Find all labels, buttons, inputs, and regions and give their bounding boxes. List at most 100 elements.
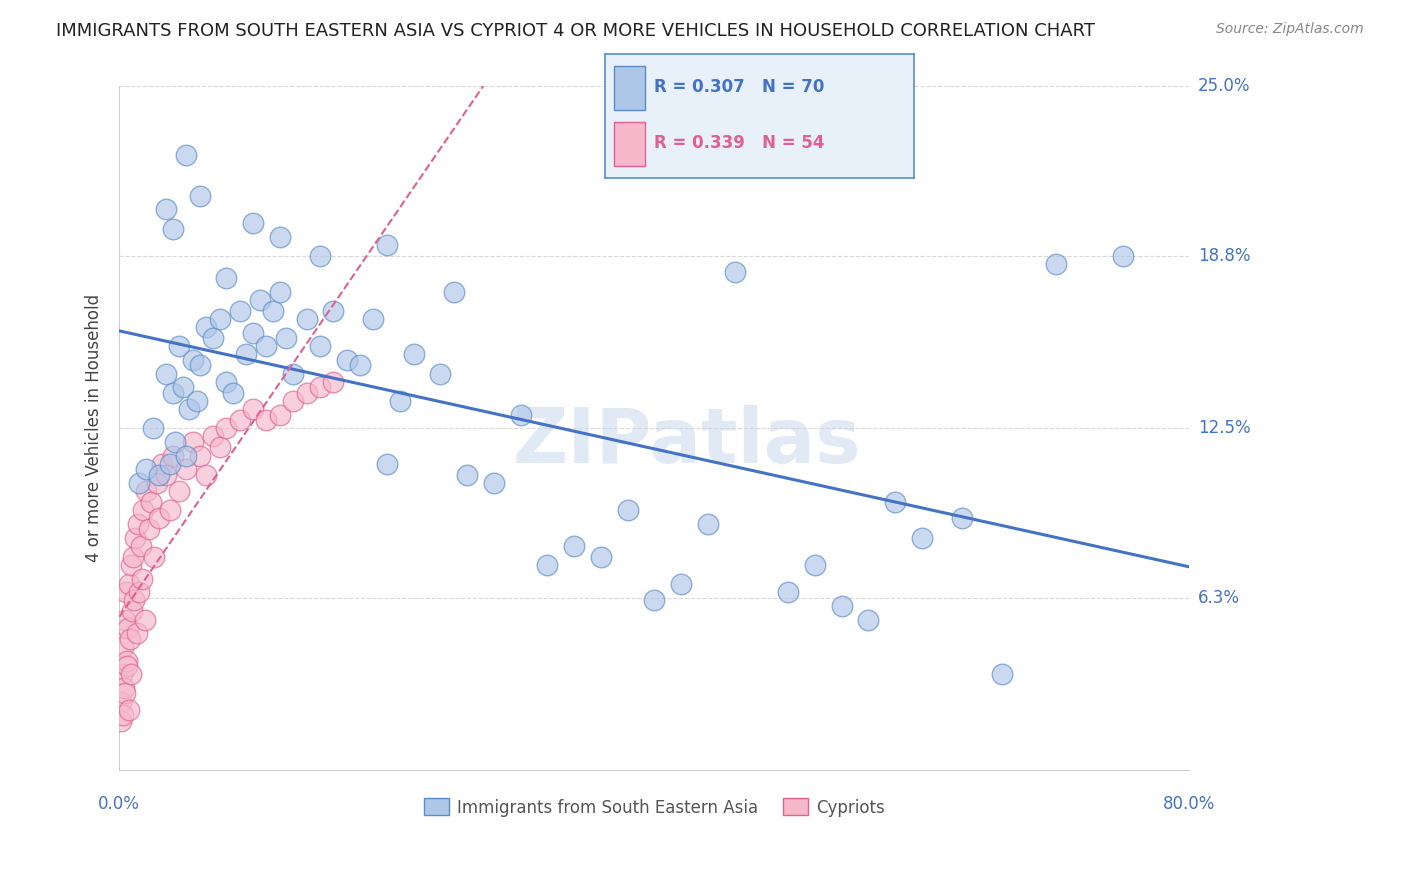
Point	[242, 216, 264, 230]
Point	[402, 347, 425, 361]
Point	[562, 539, 585, 553]
Point	[110, 695, 132, 709]
Point	[127, 516, 149, 531]
Point	[322, 303, 344, 318]
Point	[249, 293, 271, 307]
Point	[159, 457, 181, 471]
Point	[150, 457, 173, 471]
Point	[950, 511, 973, 525]
Point	[669, 577, 692, 591]
Point	[201, 429, 224, 443]
Point	[120, 667, 142, 681]
Point	[155, 467, 177, 482]
Point	[643, 593, 665, 607]
Point	[215, 421, 238, 435]
Point	[188, 359, 211, 373]
Point	[110, 714, 132, 728]
Point	[155, 367, 177, 381]
Point	[143, 549, 166, 564]
Point	[336, 352, 359, 367]
Point	[148, 467, 170, 482]
Point	[174, 462, 197, 476]
Point	[132, 503, 155, 517]
Point	[117, 621, 139, 635]
Point	[208, 441, 231, 455]
Text: Source: ZipAtlas.com: Source: ZipAtlas.com	[1216, 22, 1364, 37]
Point	[696, 516, 718, 531]
Point	[616, 503, 638, 517]
Point	[129, 539, 152, 553]
Point	[128, 475, 150, 490]
Point	[117, 703, 139, 717]
Point	[159, 503, 181, 517]
Bar	[614, 122, 645, 166]
Point	[858, 613, 880, 627]
Point	[114, 613, 136, 627]
Point	[911, 531, 934, 545]
Legend: Immigrants from South Eastern Asia, Cypriots: Immigrants from South Eastern Asia, Cypr…	[418, 792, 891, 823]
Point	[375, 457, 398, 471]
Point	[174, 449, 197, 463]
Point	[112, 681, 135, 695]
Point	[155, 202, 177, 217]
Point	[115, 654, 138, 668]
Y-axis label: 4 or more Vehicles in Household: 4 or more Vehicles in Household	[86, 294, 103, 562]
Point	[114, 686, 136, 700]
Point	[723, 265, 745, 279]
Point	[142, 421, 165, 435]
Point	[295, 311, 318, 326]
Text: R = 0.339   N = 54: R = 0.339 N = 54	[654, 135, 824, 153]
Point	[162, 385, 184, 400]
Point	[131, 572, 153, 586]
Point	[148, 511, 170, 525]
Point	[118, 632, 141, 646]
Point	[443, 285, 465, 299]
Point	[208, 311, 231, 326]
Text: R = 0.307   N = 70: R = 0.307 N = 70	[654, 78, 824, 96]
Point	[269, 285, 291, 299]
Point	[174, 148, 197, 162]
Point	[536, 558, 558, 572]
Text: ZIPatlas: ZIPatlas	[512, 405, 860, 479]
Point	[121, 604, 143, 618]
Point	[269, 408, 291, 422]
Point	[115, 585, 138, 599]
Bar	[614, 66, 645, 110]
Point	[389, 393, 412, 408]
Point	[122, 593, 145, 607]
Point	[283, 393, 305, 408]
Point	[363, 311, 385, 326]
Point	[111, 708, 134, 723]
Point	[117, 659, 139, 673]
Text: IMMIGRANTS FROM SOUTH EASTERN ASIA VS CYPRIOT 4 OR MORE VEHICLES IN HOUSEHOLD CO: IMMIGRANTS FROM SOUTH EASTERN ASIA VS CY…	[56, 22, 1095, 40]
Point	[177, 402, 200, 417]
Point	[482, 475, 505, 490]
Point	[283, 367, 305, 381]
Point	[778, 585, 800, 599]
Text: 25.0%: 25.0%	[1198, 78, 1250, 95]
Point	[509, 408, 531, 422]
Point	[804, 558, 827, 572]
Point	[309, 249, 332, 263]
Point	[169, 484, 191, 499]
Point	[991, 667, 1014, 681]
Text: 18.8%: 18.8%	[1198, 247, 1250, 265]
Point	[162, 449, 184, 463]
Point	[186, 393, 208, 408]
Point	[111, 667, 134, 681]
Point	[120, 558, 142, 572]
Point	[254, 413, 277, 427]
Point	[181, 352, 204, 367]
Point	[269, 229, 291, 244]
Point	[138, 522, 160, 536]
Point	[309, 380, 332, 394]
Point	[181, 434, 204, 449]
Point	[228, 413, 250, 427]
Point	[162, 221, 184, 235]
Point	[884, 495, 907, 509]
Point	[228, 303, 250, 318]
Point	[242, 326, 264, 340]
Point	[135, 462, 157, 476]
Point	[242, 402, 264, 417]
Point	[456, 467, 478, 482]
